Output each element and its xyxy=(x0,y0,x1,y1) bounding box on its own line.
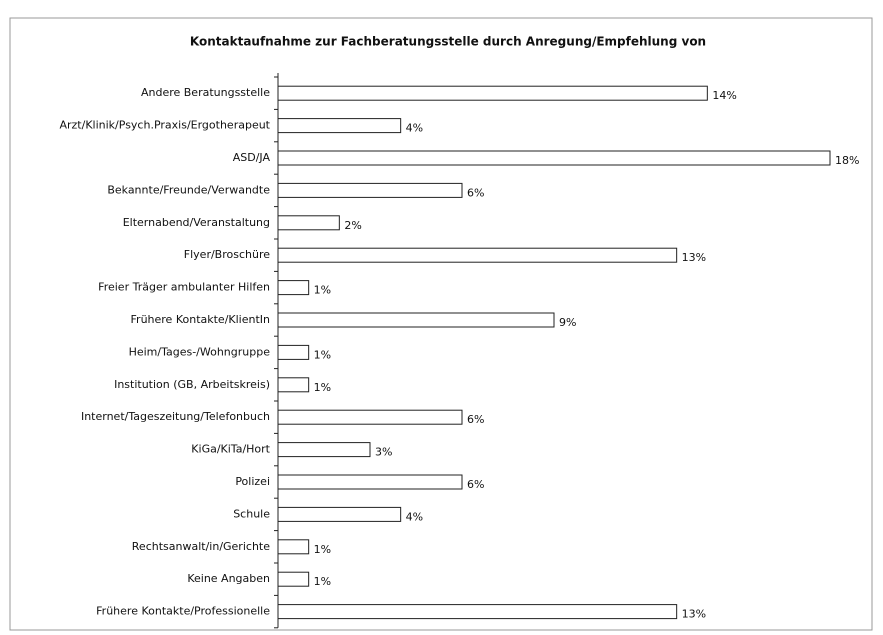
bar xyxy=(277,118,402,134)
bar xyxy=(277,312,555,328)
value-label: 13% xyxy=(682,608,706,621)
category-label: Freier Träger ambulanter Hilfen xyxy=(98,281,270,294)
value-label: 4% xyxy=(406,510,423,523)
bar xyxy=(277,571,310,587)
category-label: Frühere Kontakte/Professionelle xyxy=(96,605,270,618)
category-label: Institution (GB, Arbeitskreis) xyxy=(114,378,270,391)
value-label: 18% xyxy=(835,154,859,167)
bar xyxy=(277,182,463,198)
value-label: 6% xyxy=(467,413,484,426)
bar xyxy=(277,344,310,360)
value-label: 6% xyxy=(467,186,484,199)
value-label: 14% xyxy=(712,89,736,102)
value-label: 3% xyxy=(375,446,392,459)
category-label: Frühere Kontakte/KlientIn xyxy=(131,313,271,326)
category-label: ASD/JA xyxy=(233,151,271,164)
value-label: 2% xyxy=(344,219,361,232)
bar xyxy=(277,247,678,263)
bar xyxy=(277,604,678,620)
value-label: 9% xyxy=(559,316,576,329)
category-label: Arzt/Klinik/Psych.Praxis/Ergotherapeut xyxy=(59,119,270,132)
bar xyxy=(277,539,310,555)
value-label: 1% xyxy=(314,381,331,394)
chart-title: Kontaktaufnahme zur Fachberatungsstelle … xyxy=(190,35,706,49)
bar xyxy=(277,215,340,231)
value-label: 4% xyxy=(406,122,423,135)
bar xyxy=(277,506,402,522)
category-label: Schule xyxy=(233,507,270,520)
value-label: 6% xyxy=(467,478,484,491)
bar xyxy=(277,150,831,166)
value-label: 1% xyxy=(314,284,331,297)
bar xyxy=(277,377,310,393)
category-label: Bekannte/Freunde/Verwandte xyxy=(107,183,270,196)
category-label: Heim/Tages-/Wohngruppe xyxy=(129,345,271,358)
category-label: Polizei xyxy=(235,475,270,488)
category-label: Elternabend/Veranstaltung xyxy=(123,216,270,229)
bar xyxy=(277,409,463,425)
category-label: Rechtsanwalt/in/Gerichte xyxy=(132,540,270,553)
category-label: Internet/Tageszeitung/Telefonbuch xyxy=(81,410,270,423)
value-label: 1% xyxy=(314,575,331,588)
category-label: Flyer/Broschüre xyxy=(184,248,270,261)
bar xyxy=(277,474,463,490)
category-label: Andere Beratungsstelle xyxy=(141,86,270,99)
category-label: Keine Angaben xyxy=(187,572,270,585)
bar xyxy=(277,85,708,101)
category-label: KiGa/KiTa/Hort xyxy=(191,443,270,456)
bar xyxy=(277,280,310,296)
value-label: 1% xyxy=(314,348,331,361)
bar xyxy=(277,442,371,458)
value-label: 1% xyxy=(314,543,331,556)
value-label: 13% xyxy=(682,251,706,264)
